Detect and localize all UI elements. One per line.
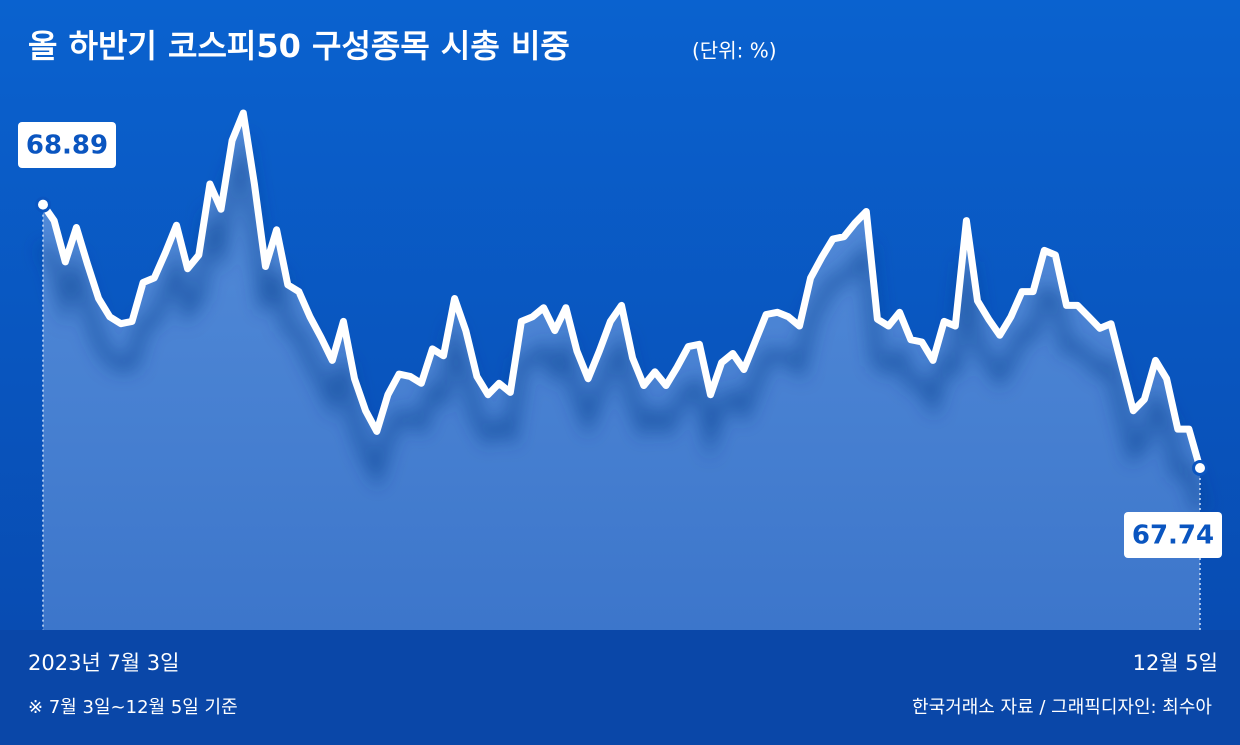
plot: 68.89 67.74: [18, 109, 1222, 630]
end-marker: [35, 196, 51, 213]
value-label: 67.74: [1132, 521, 1214, 551]
note: ※ 7월 3일~12월 5일 기준: [28, 697, 238, 718]
line-shadow: [38, 132, 1206, 512]
value-label: 68.89: [26, 131, 108, 161]
end-marker: [1192, 460, 1208, 476]
value-label-box: [1124, 512, 1222, 558]
x-tick-label: 12월 5일: [1133, 651, 1218, 675]
value-label-box: [18, 122, 116, 168]
x-tick-label: 2023년 7월 3일: [28, 651, 179, 675]
unit: (단위: %): [692, 39, 777, 63]
line: [39, 109, 1204, 472]
footer-band: [0, 630, 1240, 745]
chart-title: 올 하반기 코스피50 구성종목 시총 비중: [28, 27, 570, 65]
source: 한국거래소 자료 / 그래픽디자인: 최수아: [912, 697, 1212, 718]
